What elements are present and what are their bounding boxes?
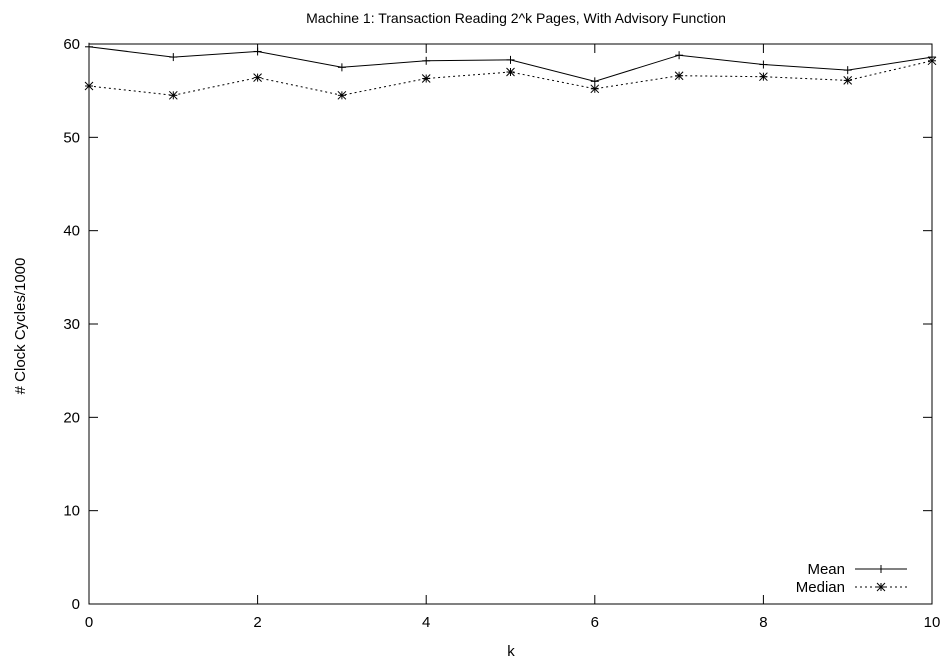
legend-marker-median — [876, 582, 886, 592]
data-point-median — [843, 76, 853, 85]
data-point-mean — [169, 53, 178, 62]
y-tick-label: 10 — [63, 503, 80, 520]
data-point-median — [84, 81, 94, 91]
data-point-mean — [843, 66, 852, 75]
legend-label-median: Median — [796, 579, 845, 596]
data-point-median — [421, 74, 431, 83]
data-point-mean — [85, 42, 93, 51]
y-tick-label: 20 — [63, 409, 80, 426]
y-tick-label: 40 — [63, 223, 80, 240]
y-tick-label: 50 — [63, 129, 80, 146]
x-tick-label: 4 — [422, 614, 430, 631]
x-axis-label: k — [507, 643, 515, 660]
x-tick-label: 8 — [759, 614, 767, 631]
x-tick-label: 0 — [85, 614, 93, 631]
data-point-median — [337, 90, 347, 100]
data-point-mean — [422, 56, 431, 65]
data-point-mean — [337, 63, 346, 72]
y-tick-label: 0 — [72, 596, 80, 613]
data-point-mean — [253, 47, 262, 56]
x-tick-label: 2 — [253, 614, 261, 631]
series-line-median — [88, 60, 933, 96]
y-axis-label: # Clock Cycles/1000 — [12, 258, 29, 395]
x-tick-label: 6 — [591, 614, 599, 631]
x-tick-label: 10 — [924, 614, 941, 631]
data-point-mean — [759, 60, 768, 69]
data-point-median — [506, 67, 515, 77]
data-point-median — [590, 84, 600, 94]
series-line-mean — [88, 46, 933, 82]
data-point-mean — [590, 77, 599, 86]
legend-marker-mean — [877, 565, 885, 573]
data-point-median — [674, 71, 684, 81]
data-point-median — [253, 73, 262, 82]
data-point-mean — [506, 55, 515, 64]
chart-title: Machine 1: Transaction Reading 2^k Pages… — [306, 10, 726, 26]
y-tick-label: 30 — [63, 316, 80, 333]
y-tick-label: 60 — [63, 36, 80, 53]
plot-frame — [88, 43, 933, 605]
data-point-mean — [675, 51, 684, 60]
data-point-median — [168, 90, 178, 100]
data-point-median — [759, 72, 768, 82]
legend-label-mean: Mean — [807, 561, 845, 578]
data-point-median — [927, 56, 937, 66]
